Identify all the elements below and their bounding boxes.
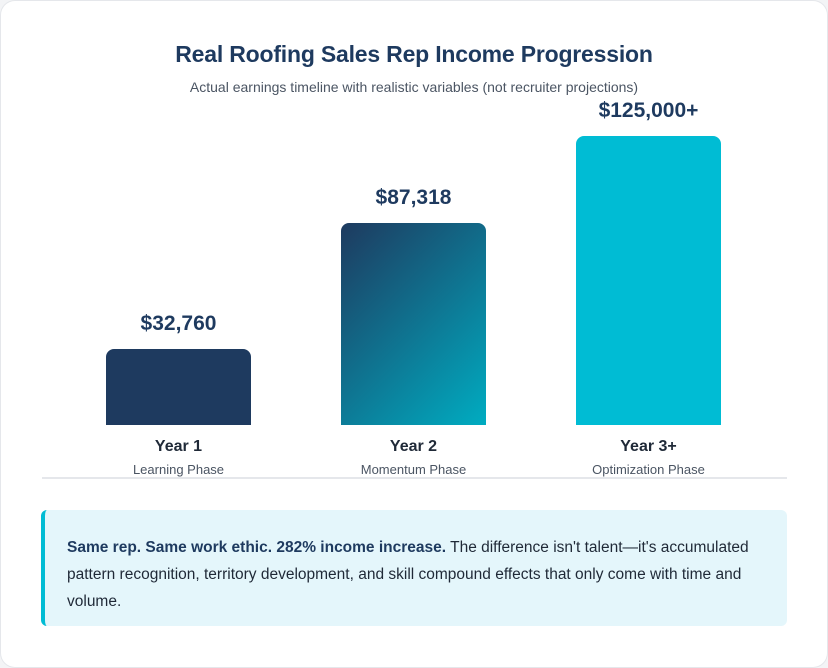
bar-year-3 — [576, 136, 721, 425]
bar-year-2 — [341, 223, 486, 425]
chart-title: Real Roofing Sales Rep Income Progressio… — [175, 41, 653, 67]
bar-value-label-year-2: $87,318 — [375, 186, 452, 209]
category-label-year-1: Year 1 — [154, 438, 203, 455]
phase-label-year-2: Momentum Phase — [360, 462, 467, 477]
category-label-year-3: Year 3+ — [620, 438, 677, 455]
bar-value-label-year-3: $125,000+ — [598, 99, 699, 122]
callout-highlight: Same rep. Same work ethic. 282% income i… — [67, 539, 447, 556]
chart-subtitle: Actual earnings timeline with realistic … — [189, 79, 639, 95]
callout-body: The difference isn't talent—it's accumul… — [67, 539, 749, 610]
insight-callout: Same rep. Same work ethic. 282% income i… — [41, 510, 787, 626]
chart-baseline — [42, 477, 787, 479]
phase-label-year-1: Learning Phase — [132, 462, 225, 477]
bar-value-label-year-1: $32,760 — [140, 312, 217, 335]
category-label-year-2: Year 2 — [389, 438, 438, 455]
phase-label-year-3: Optimization Phase — [592, 462, 705, 477]
bar-year-1 — [106, 349, 251, 425]
